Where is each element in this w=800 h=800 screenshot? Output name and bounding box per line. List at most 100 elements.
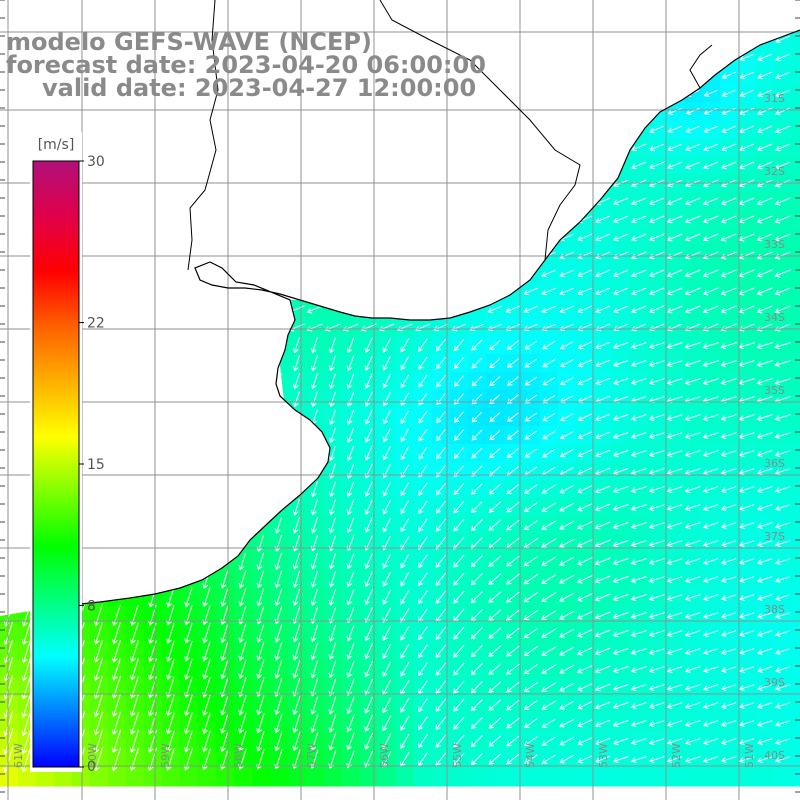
wind-arrow bbox=[453, 680, 465, 694]
wind-cell bbox=[792, 624, 800, 643]
wind-arrow bbox=[648, 450, 665, 458]
wind-arrow bbox=[613, 197, 629, 206]
wind-arrow bbox=[506, 663, 520, 675]
wind-arrow bbox=[559, 502, 575, 512]
wind-arrow bbox=[559, 556, 575, 566]
wind-arrow bbox=[648, 666, 665, 674]
wind-arrow bbox=[684, 215, 701, 224]
wind-arrow bbox=[129, 693, 139, 717]
wind-arrow bbox=[470, 681, 483, 694]
wind-arrow bbox=[418, 554, 428, 569]
wind-arrow bbox=[346, 732, 355, 751]
wind-arrow bbox=[630, 468, 647, 476]
wind-arrow bbox=[165, 730, 175, 753]
wind-arrow bbox=[774, 143, 791, 152]
wind-arrow bbox=[418, 500, 428, 514]
wind-arrow bbox=[666, 666, 683, 674]
wind-arrow bbox=[310, 552, 318, 570]
wind-arrow bbox=[613, 414, 629, 422]
wind-arrow bbox=[775, 558, 791, 565]
wind-arrow bbox=[774, 269, 791, 278]
wind-arrow bbox=[648, 468, 665, 476]
wind-arrow bbox=[739, 89, 754, 98]
wind-cell bbox=[792, 354, 800, 373]
wind-arrow bbox=[21, 728, 32, 755]
wind-arrow bbox=[435, 698, 447, 712]
wind-arrow bbox=[238, 587, 247, 607]
wind-arrow bbox=[111, 622, 121, 645]
wind-arrow bbox=[684, 558, 701, 566]
wind-arrow bbox=[310, 499, 318, 516]
wind-cell bbox=[450, 768, 469, 787]
wind-cell bbox=[792, 120, 800, 139]
wind-arrow bbox=[166, 587, 175, 608]
wind-arrow bbox=[649, 143, 665, 152]
wind-arrow bbox=[435, 590, 447, 604]
wind-arrow bbox=[488, 645, 502, 657]
wind-arrow bbox=[453, 375, 464, 387]
wind-arrow bbox=[684, 648, 701, 655]
wind-arrow bbox=[506, 753, 520, 765]
wind-arrow bbox=[703, 648, 719, 655]
wind-arrow bbox=[256, 659, 265, 680]
wind-arrow bbox=[274, 552, 283, 571]
wind-arrow bbox=[488, 663, 502, 675]
wind-arrow bbox=[505, 645, 520, 657]
wind-arrow bbox=[541, 592, 557, 602]
wind-arrow bbox=[400, 374, 410, 389]
wind-arrow bbox=[612, 684, 629, 692]
wind-arrow bbox=[524, 412, 537, 422]
wind-arrow bbox=[702, 558, 719, 565]
wind-arrow bbox=[364, 373, 373, 389]
wind-arrow bbox=[346, 337, 355, 354]
wind-arrow bbox=[382, 589, 392, 605]
wind-arrow bbox=[576, 575, 593, 584]
wind-arrow bbox=[666, 540, 683, 548]
wind-arrow bbox=[470, 519, 483, 532]
wind-arrow bbox=[756, 233, 773, 242]
wind-arrow bbox=[576, 611, 593, 620]
wind-arrow bbox=[328, 714, 337, 733]
wind-arrow bbox=[721, 594, 737, 601]
wind-arrow bbox=[595, 287, 611, 296]
wind-arrow bbox=[684, 269, 701, 278]
wind-arrow bbox=[684, 540, 701, 548]
wind-arrow bbox=[346, 642, 355, 660]
wind-arrow bbox=[703, 612, 719, 619]
wind-arrow bbox=[382, 517, 391, 533]
wind-arrow bbox=[310, 481, 318, 498]
wind-arrow bbox=[595, 413, 610, 422]
wind-arrow bbox=[684, 287, 701, 296]
wind-arrow bbox=[541, 574, 557, 584]
title-forecast-date: forecast date: 2023-04-20 06:00:00 bbox=[6, 51, 486, 79]
wind-arrow bbox=[666, 342, 683, 350]
wind-arrow bbox=[595, 467, 611, 476]
wind-arrow bbox=[488, 591, 502, 604]
wind-cell bbox=[792, 696, 800, 715]
wind-arrow bbox=[684, 305, 701, 314]
wind-arrow bbox=[559, 520, 575, 530]
wind-arrow bbox=[703, 107, 718, 115]
wind-arrow bbox=[666, 720, 683, 728]
wind-arrow bbox=[720, 414, 737, 422]
lon-label: 58W bbox=[232, 743, 245, 768]
wind-arrow bbox=[274, 731, 283, 752]
wind-arrow bbox=[382, 571, 392, 587]
wind-arrow bbox=[684, 414, 701, 422]
colorbar-tick-label: 0 bbox=[87, 759, 96, 775]
wind-arrow bbox=[489, 412, 501, 423]
wind-arrow bbox=[292, 355, 300, 372]
wind-arrow bbox=[328, 337, 336, 354]
coastline bbox=[29, 0, 800, 612]
wind-arrow bbox=[506, 519, 520, 531]
wind-arrow bbox=[612, 593, 629, 602]
wind-arrow bbox=[612, 738, 629, 746]
wind-arrow bbox=[595, 269, 611, 278]
wind-cell bbox=[108, 768, 127, 787]
wind-arrow bbox=[328, 624, 337, 642]
wind-arrow bbox=[489, 447, 501, 459]
wind-arrow bbox=[435, 662, 447, 676]
wind-arrow bbox=[684, 504, 701, 512]
wind-arrow bbox=[684, 756, 701, 763]
wind-arrow bbox=[721, 576, 737, 583]
